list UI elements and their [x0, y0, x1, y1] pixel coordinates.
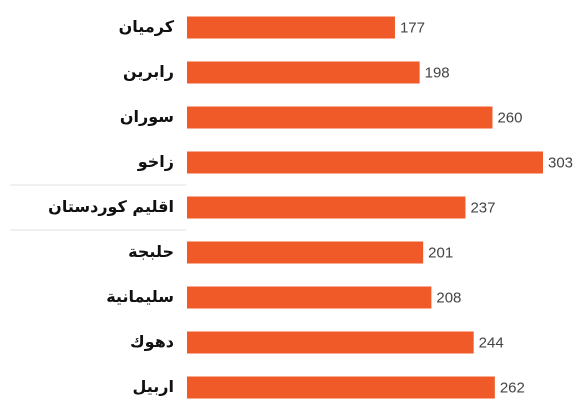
bar [187, 286, 432, 309]
bar [187, 196, 466, 219]
bar [187, 331, 474, 354]
category-label: رابرين [123, 62, 174, 81]
value-label: 208 [436, 289, 461, 306]
category-label: كرميان [119, 17, 175, 36]
category-label: اربيل [132, 377, 174, 396]
bar [187, 16, 395, 39]
category-label: سوران [120, 107, 174, 126]
value-label: 303 [548, 154, 573, 171]
bar [187, 376, 495, 399]
bar [187, 61, 420, 84]
category-label: دهوك [130, 332, 174, 351]
category-label: زاخو [137, 152, 174, 171]
category-label: اقليم كوردستان [48, 197, 174, 216]
value-label: 244 [479, 334, 504, 351]
category-label: سليمانية [106, 287, 174, 306]
value-label: 260 [497, 109, 522, 126]
value-label: 177 [400, 19, 425, 36]
value-label: 201 [428, 244, 453, 261]
value-label: 198 [425, 64, 450, 81]
value-label: 262 [500, 379, 525, 396]
value-label: 237 [470, 199, 495, 216]
bar [187, 241, 424, 264]
bar [187, 151, 543, 174]
category-label: حلبجة [128, 242, 174, 261]
bar [187, 106, 493, 129]
